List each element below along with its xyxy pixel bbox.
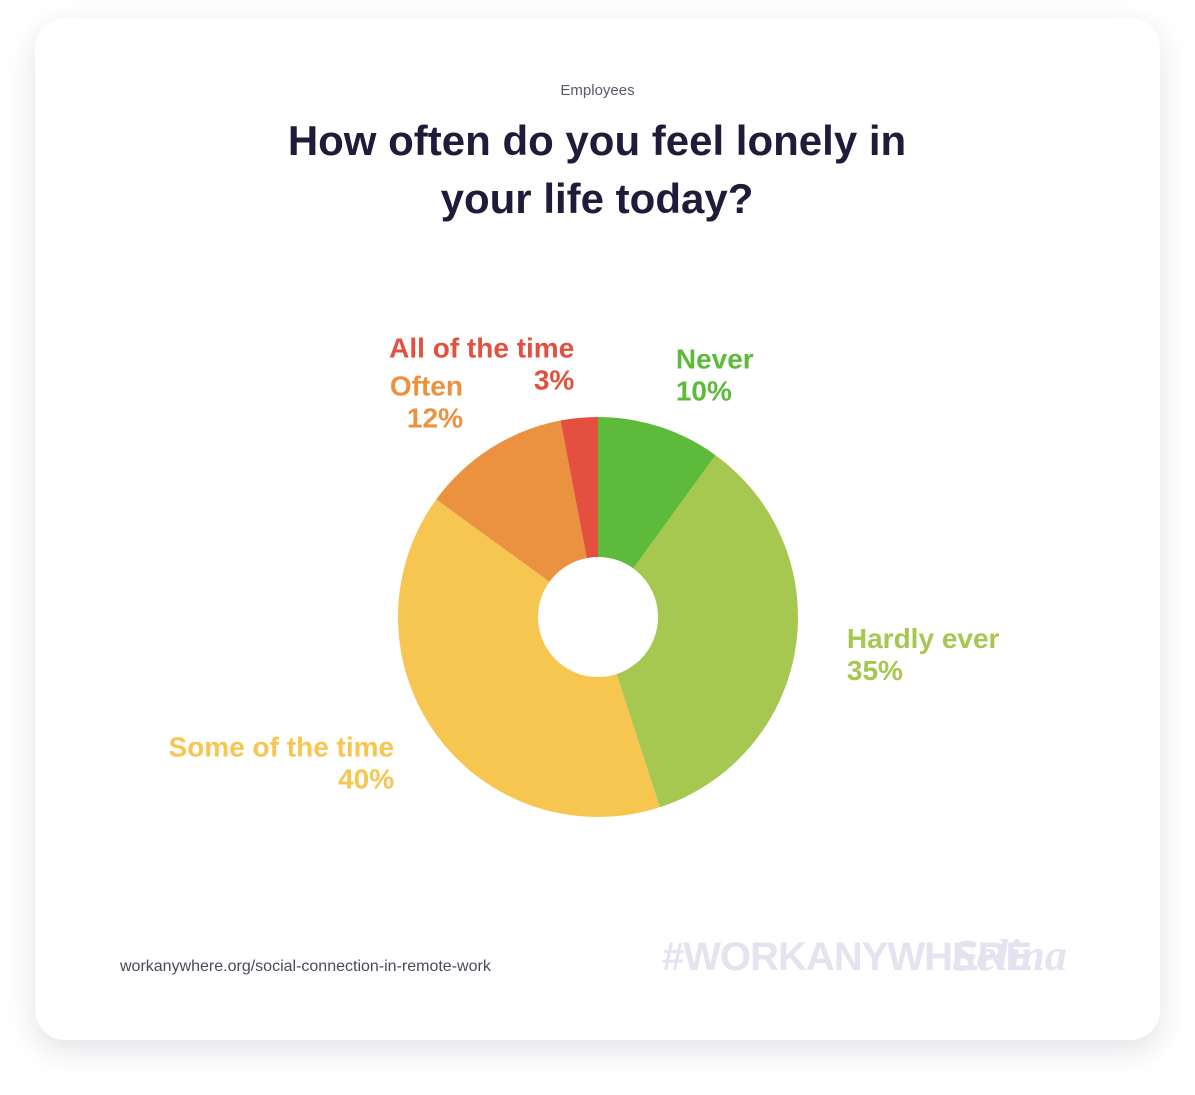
pie-slice [436,420,587,582]
brand: Selina [952,931,1067,980]
chart-title: How often do you feel lonely in your lif… [287,117,907,222]
value-label: 3% [534,365,575,396]
pie-slice [560,417,598,559]
value-label: 12% [407,403,463,434]
hashtag: #WORKANYWHERE [662,935,1032,979]
slice-label: Hardly ever [847,623,1000,654]
value-label: 10% [676,376,732,407]
pie-slice [616,455,799,808]
slice-label: All of the time [389,333,574,364]
pie-slice [598,417,716,569]
slice-label: Some of the time [169,732,395,763]
pie-slice [397,499,660,817]
source: workanywhere.org/social-connection-in-re… [120,958,491,975]
slice-label: Never [676,344,754,375]
value-label: 35% [847,655,903,686]
value-label: 40% [338,764,394,795]
slice-label: Often [390,371,463,402]
chart-subtitle: Employees [560,82,635,99]
